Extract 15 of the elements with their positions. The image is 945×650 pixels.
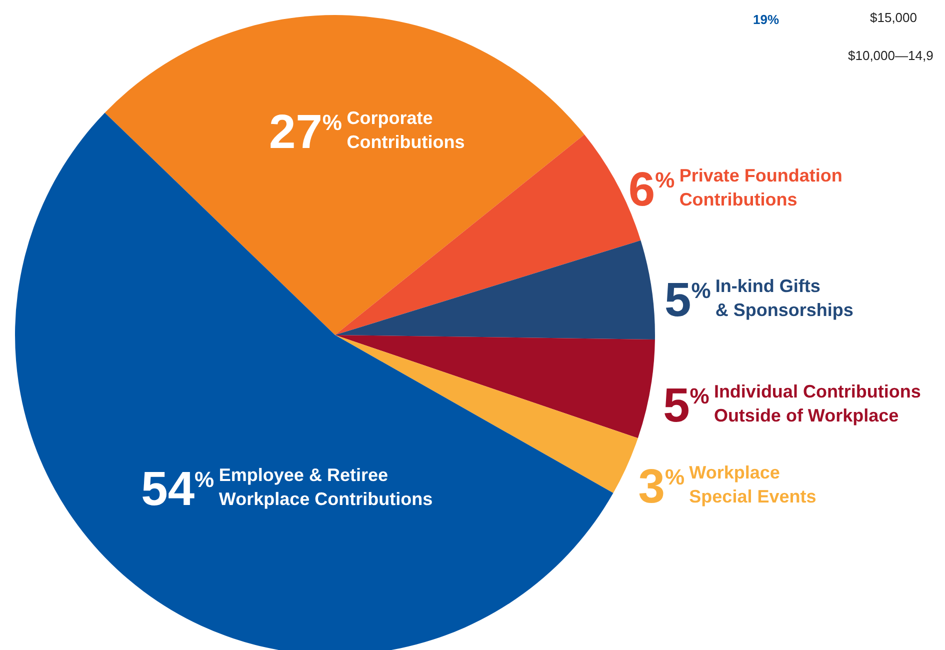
data-label: 27$^{%}$	[269, 106, 342, 159]
data-label: 5$^{%}$	[663, 380, 710, 433]
data-label: 3$^{%}$	[638, 460, 685, 514]
data-label: 54$^{%}$	[141, 462, 214, 516]
text: $15,000	[870, 10, 917, 25]
slice-label: Private Foundation Contributions	[679, 165, 842, 210]
data-label: 6$^{%}$	[628, 163, 675, 216]
text: $10,000—14,9	[848, 48, 934, 63]
data-label: 5$^{%}$	[664, 274, 711, 327]
slice-label: Corporate Contributions	[346, 108, 465, 152]
slice-label: Employee & Retiree Workplace Contributions	[218, 464, 433, 509]
text: 19%	[753, 12, 780, 27]
slice-label: In-kind Gifts & Sponsorships	[715, 276, 854, 320]
slice-label: Individual Contributions Outside of Workplace	[714, 382, 921, 426]
slice-label: Workplace Special Events	[689, 462, 816, 507]
